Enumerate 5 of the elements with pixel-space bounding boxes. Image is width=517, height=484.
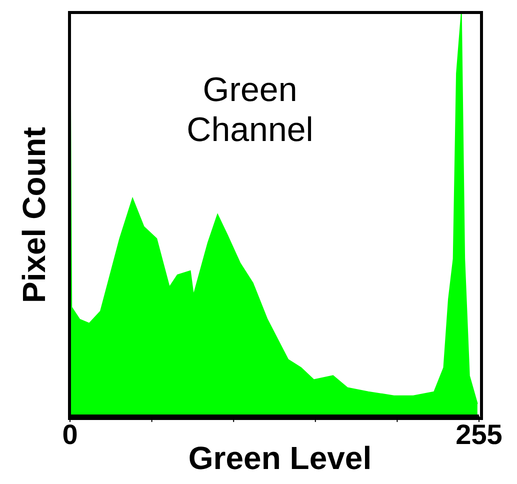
text: Green Channel xyxy=(186,70,314,150)
y-axis-title: Pixel Count xyxy=(16,126,53,306)
x-axis-title: Green Level xyxy=(187,440,373,477)
x-tick-label: 255 xyxy=(456,418,502,450)
x-tick-label: 0 xyxy=(62,418,78,450)
